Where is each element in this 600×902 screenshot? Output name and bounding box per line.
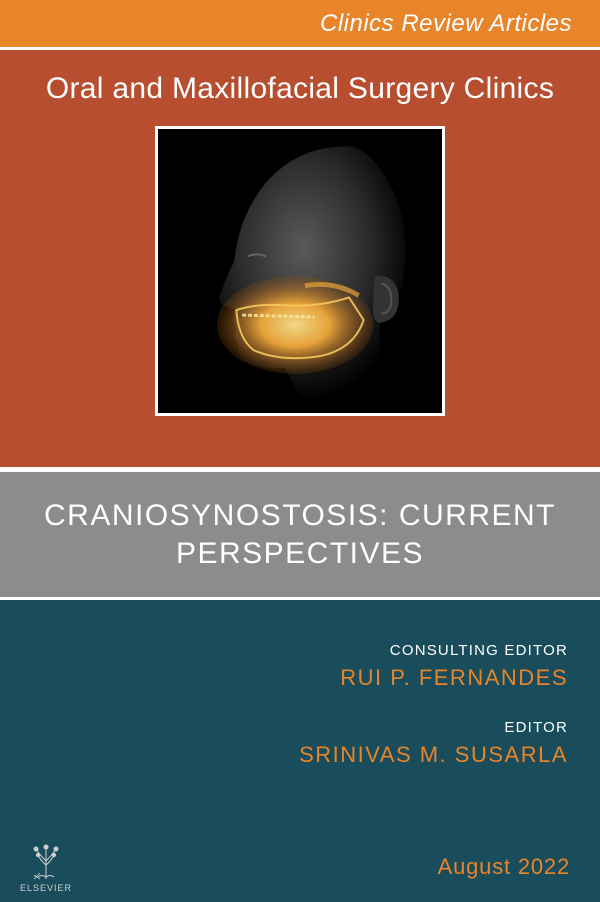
consulting-editor-name: RUI P. FERNANDES bbox=[0, 665, 568, 691]
publisher-logo: ELSEVIER bbox=[20, 841, 72, 893]
issue-title-line2: PERSPECTIVES bbox=[176, 535, 424, 573]
series-bar: Clinics Review Articles bbox=[0, 0, 600, 50]
editor-credits: CONSULTING EDITOR RUI P. FERNANDES EDITO… bbox=[0, 600, 600, 768]
book-cover: Clinics Review Articles Oral and Maxillo… bbox=[0, 0, 600, 902]
cover-image bbox=[155, 126, 445, 416]
head-profile-icon bbox=[158, 129, 442, 413]
editor-role: EDITOR bbox=[0, 719, 568, 736]
publisher-name: ELSEVIER bbox=[20, 883, 72, 893]
consulting-editor-role: CONSULTING EDITOR bbox=[0, 642, 568, 659]
cover-footer: ELSEVIER August 2022 bbox=[0, 842, 600, 902]
series-label: Clinics Review Articles bbox=[320, 10, 572, 38]
journal-title: Oral and Maxillofacial Surgery Clinics bbox=[28, 72, 572, 106]
issue-title-band: CRANIOSYNOSTOSIS: CURRENT PERSPECTIVES bbox=[0, 470, 600, 600]
issue-title-line1: CRANIOSYNOSTOSIS: CURRENT bbox=[44, 497, 556, 535]
hero-panel: Oral and Maxillofacial Surgery Clinics bbox=[0, 50, 600, 470]
elsevier-tree-icon bbox=[26, 841, 66, 881]
issue-date: August 2022 bbox=[438, 854, 570, 880]
editor-name: SRINIVAS M. SUSARLA bbox=[0, 742, 568, 768]
